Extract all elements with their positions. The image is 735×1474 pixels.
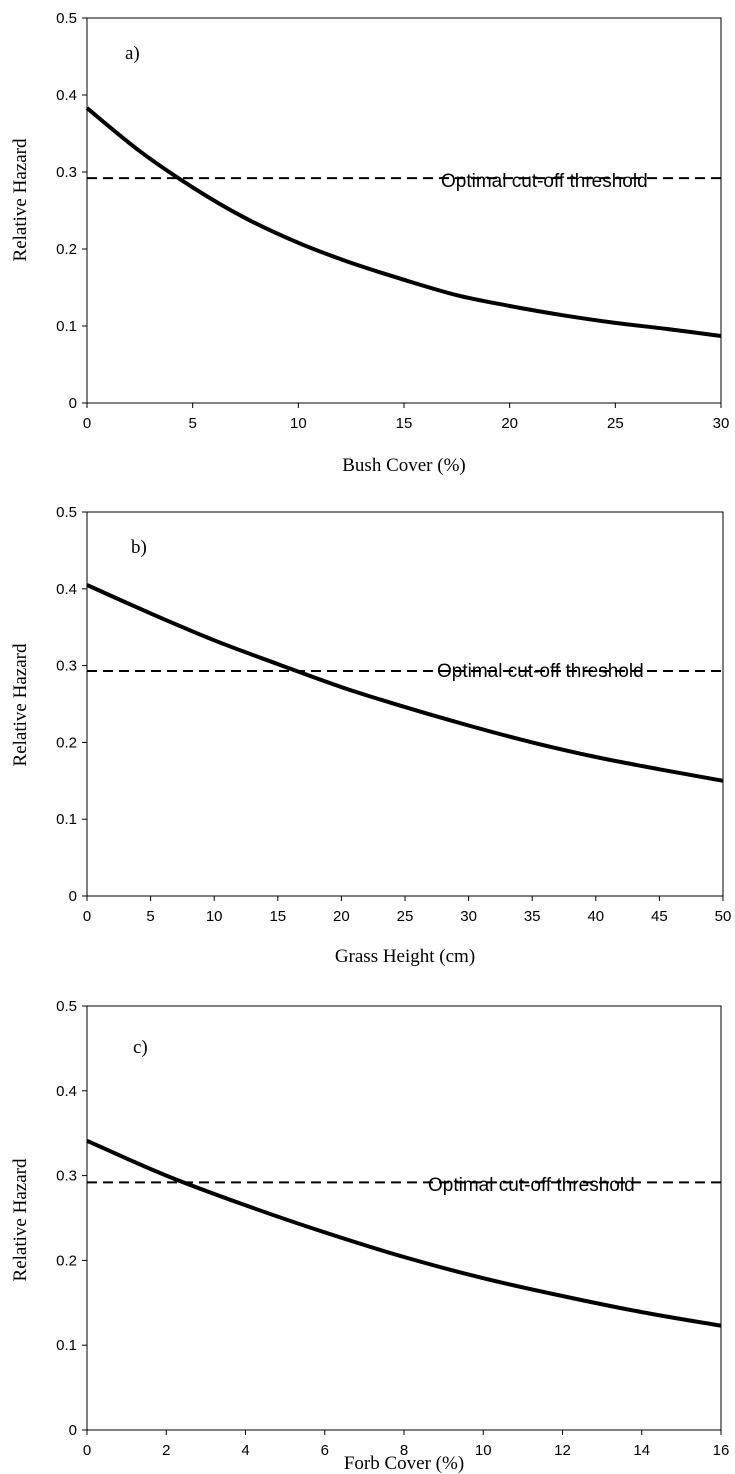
x-tick-label: 30 bbox=[713, 415, 730, 432]
y-axis-label-a: Relative Hazard bbox=[10, 138, 31, 261]
x-tick-label: 10 bbox=[475, 1442, 492, 1459]
plot-frame-a bbox=[86, 17, 722, 404]
x-ticks-c: 0 2 4 6 8 10 12 14 16 bbox=[83, 1430, 730, 1459]
y-tick-label: 0.3 bbox=[56, 658, 77, 675]
x-tick-label: 6 bbox=[321, 1442, 329, 1459]
y-tick-label: 0.2 bbox=[56, 734, 77, 751]
y-tick-label: 0 bbox=[69, 888, 77, 905]
y-ticks-b: 0 0.1 0.2 0.3 0.4 0.5 bbox=[56, 504, 87, 905]
x-tick-label: 35 bbox=[524, 908, 541, 925]
x-tick-label: 40 bbox=[587, 908, 604, 925]
x-tick-label: 5 bbox=[146, 908, 154, 925]
x-tick-label: 10 bbox=[290, 415, 307, 432]
hazard-curve-a bbox=[85, 106, 722, 338]
x-tick-label: 25 bbox=[607, 415, 624, 432]
x-tick-label: 30 bbox=[460, 908, 477, 925]
x-tick-label: 25 bbox=[397, 908, 414, 925]
threshold-annotation-c: Optimal cut-off threshold bbox=[428, 1175, 635, 1196]
y-tick-label: 0 bbox=[69, 395, 77, 412]
panel-c: c) Optimal cut-off threshold 00.10.20.30… bbox=[10, 998, 729, 1474]
x-tick-label: 15 bbox=[396, 415, 413, 432]
x-tick-label: 0 bbox=[83, 415, 91, 432]
y-tick-label: 0.5 bbox=[56, 998, 77, 1015]
x-tick-label: 14 bbox=[633, 1442, 650, 1459]
panel-label-a: a) bbox=[125, 43, 140, 64]
x-axis-label-b: Grass Height (cm) bbox=[335, 946, 475, 967]
x-tick-label: 0 bbox=[83, 908, 91, 925]
x-tick-label: 2 bbox=[162, 1442, 170, 1459]
x-tick-label: 45 bbox=[651, 908, 668, 925]
x-tick-label: 20 bbox=[333, 908, 350, 925]
x-tick-label: 15 bbox=[269, 908, 286, 925]
y-tick-label: 0.4 bbox=[56, 581, 77, 598]
y-tick-label: 0.1 bbox=[56, 1337, 77, 1354]
x-tick-label: 16 bbox=[713, 1442, 730, 1459]
x-tick-label: 12 bbox=[554, 1442, 571, 1459]
y-tick-label: 0.1 bbox=[56, 811, 77, 828]
plot-frame-b bbox=[86, 511, 724, 897]
y-axis-label-b: Relative Hazard bbox=[10, 643, 31, 766]
x-axis-label-a: Bush Cover (%) bbox=[342, 455, 465, 476]
panel-a: a) Optimal cut-off threshold 00.10.20.30… bbox=[10, 10, 729, 476]
x-tick-label: 10 bbox=[206, 908, 223, 925]
y-tick-label: 0.4 bbox=[56, 87, 77, 104]
x-tick-label: 4 bbox=[241, 1442, 249, 1459]
y-tick-label: 0.5 bbox=[56, 10, 77, 27]
x-ticks-b: 0 5 10 15 20 25 30 35 40 45 50 bbox=[83, 896, 732, 925]
threshold-annotation-a: Optimal cut-off threshold bbox=[441, 171, 648, 192]
panel-b: b) Optimal cut-off threshold 00.10.20.30… bbox=[10, 504, 731, 967]
plot-frame-c bbox=[86, 1005, 722, 1431]
x-tick-label: 50 bbox=[715, 908, 732, 925]
panel-label-c: c) bbox=[133, 1037, 148, 1058]
y-tick-label: 0.3 bbox=[56, 1168, 77, 1185]
y-tick-label: 0.4 bbox=[56, 1083, 77, 1100]
y-axis-label-c: Relative Hazard bbox=[10, 1158, 31, 1281]
x-tick-label: 20 bbox=[501, 415, 518, 432]
hazard-curve-c bbox=[86, 1138, 722, 1328]
y-ticks-c: 0 0.1 0.2 0.3 0.4 0.5 bbox=[56, 998, 87, 1439]
y-tick-label: 0.2 bbox=[56, 1252, 77, 1269]
x-axis-label-c: Forb Cover (%) bbox=[344, 1453, 464, 1474]
x-tick-label: 0 bbox=[83, 1442, 91, 1459]
y-tick-label: 0.3 bbox=[56, 164, 77, 181]
y-tick-label: 0.5 bbox=[56, 504, 77, 521]
y-tick-label: 0.2 bbox=[56, 241, 77, 258]
hazard-curve-b bbox=[86, 583, 724, 783]
y-ticks-a: 0 0.1 0.2 0.3 0.4 0.5 bbox=[56, 10, 87, 412]
x-tick-label: 8 bbox=[400, 1442, 408, 1459]
y-tick-label: 0.1 bbox=[56, 318, 77, 335]
y-tick-label: 0 bbox=[69, 1422, 77, 1439]
x-ticks-a: 0 5 10 15 20 25 30 bbox=[83, 403, 730, 432]
x-tick-label: 5 bbox=[188, 415, 196, 432]
panel-label-b: b) bbox=[131, 537, 147, 558]
